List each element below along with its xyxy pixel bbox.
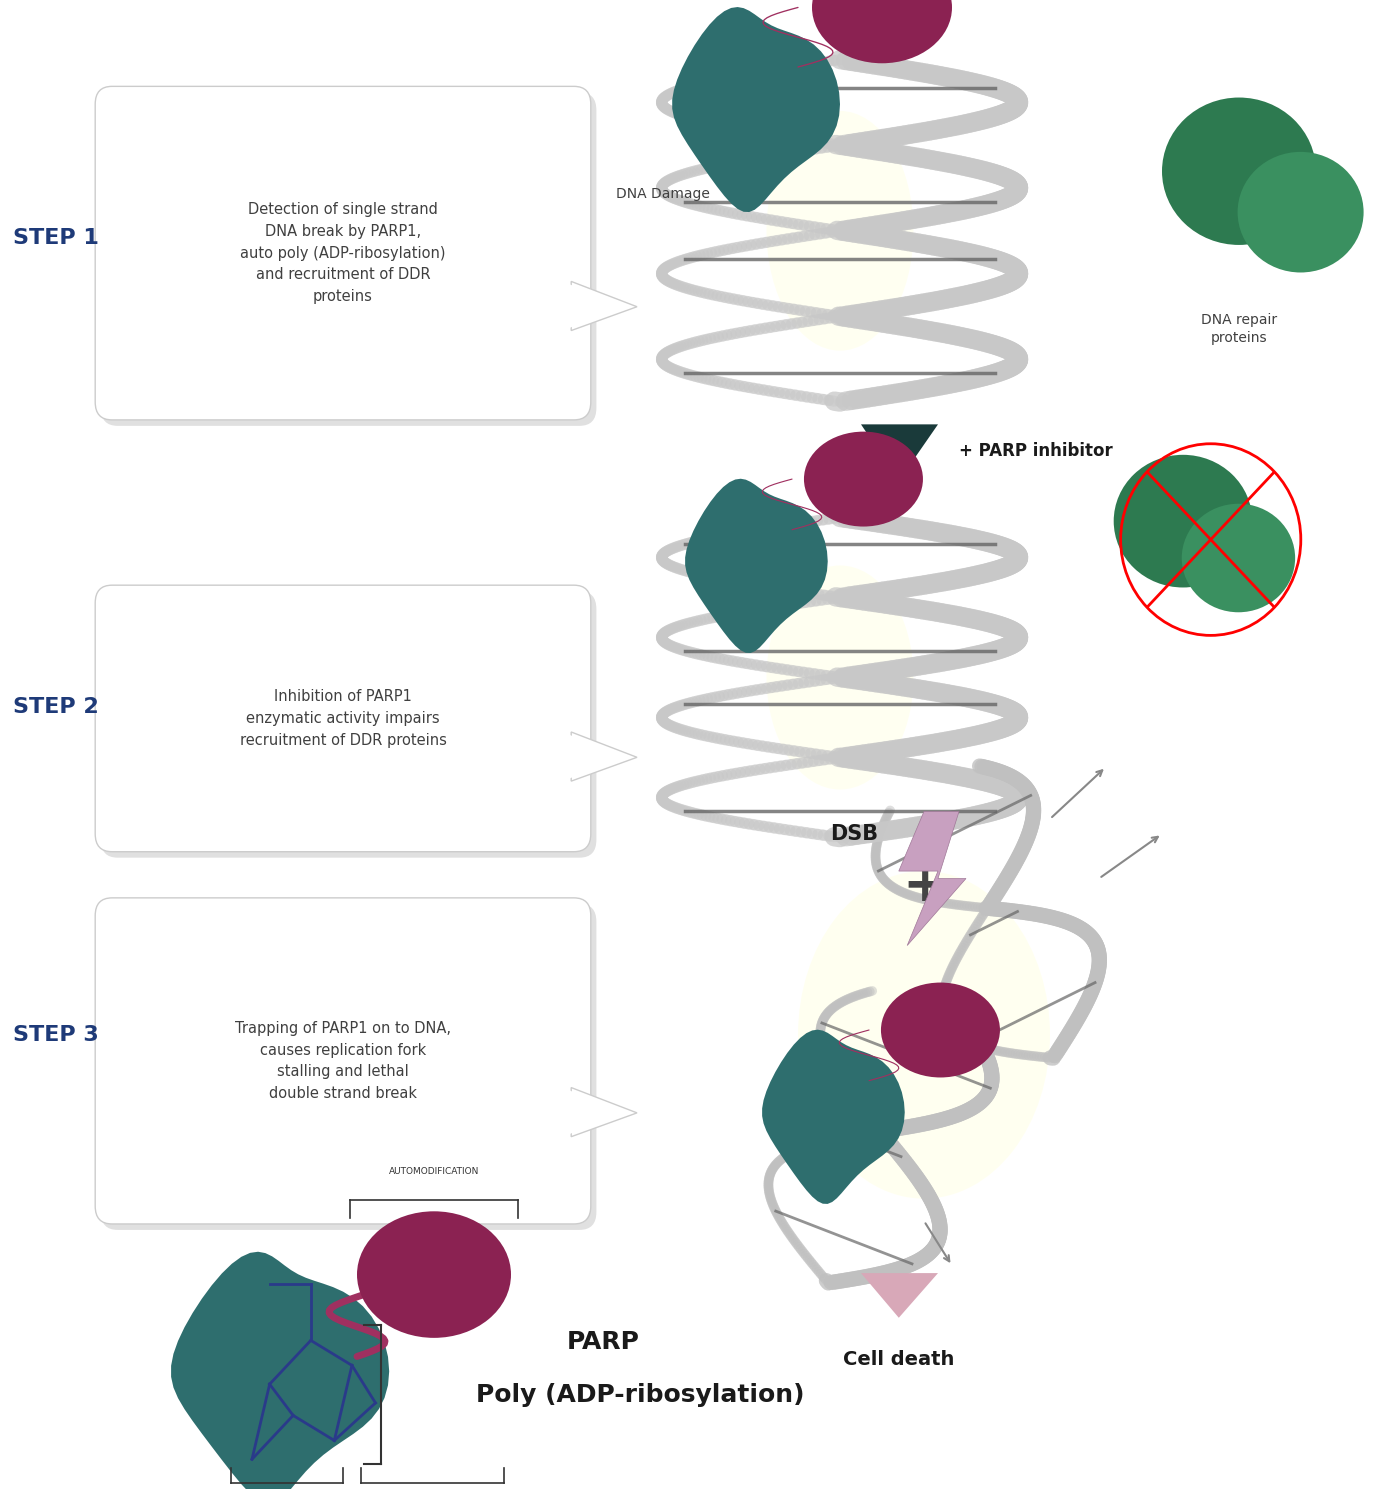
Text: DSB: DSB <box>830 823 878 844</box>
Text: STEP 2: STEP 2 <box>13 697 99 718</box>
Text: Inhibition of PARP1
enzymatic activity impairs
recruitment of DDR proteins: Inhibition of PARP1 enzymatic activity i… <box>239 689 447 747</box>
Ellipse shape <box>812 0 952 63</box>
Text: Trapping of PARP1 on to DNA,
causes replication fork
stalling and lethal
double : Trapping of PARP1 on to DNA, causes repl… <box>235 1021 451 1100</box>
Polygon shape <box>171 1252 389 1489</box>
Ellipse shape <box>767 112 913 350</box>
Polygon shape <box>861 1273 938 1318</box>
Polygon shape <box>762 1030 904 1205</box>
Text: AUTOMODIFICATION: AUTOMODIFICATION <box>389 1167 479 1176</box>
Text: DNA repair
proteins: DNA repair proteins <box>1201 313 1277 345</box>
Text: DNA Damage: DNA Damage <box>616 186 710 201</box>
Ellipse shape <box>1182 503 1295 612</box>
Ellipse shape <box>1238 152 1364 272</box>
Polygon shape <box>672 7 840 211</box>
FancyBboxPatch shape <box>95 86 591 420</box>
Text: +: + <box>902 861 946 911</box>
Text: Cell death: Cell death <box>843 1351 955 1368</box>
FancyBboxPatch shape <box>95 585 591 852</box>
FancyBboxPatch shape <box>101 591 596 858</box>
Text: PARP: PARP <box>567 1330 640 1354</box>
Ellipse shape <box>1162 97 1316 244</box>
Text: STEP 1: STEP 1 <box>13 228 99 249</box>
Text: Poly (ADP-ribosylation): Poly (ADP-ribosylation) <box>476 1383 805 1407</box>
Ellipse shape <box>804 432 923 527</box>
FancyBboxPatch shape <box>101 92 596 426</box>
FancyBboxPatch shape <box>101 904 596 1230</box>
Text: + PARP inhibitor: + PARP inhibitor <box>959 442 1113 460</box>
Ellipse shape <box>881 983 1000 1078</box>
Text: STEP 3: STEP 3 <box>13 1024 99 1045</box>
Ellipse shape <box>357 1212 511 1337</box>
Polygon shape <box>563 1087 623 1136</box>
Polygon shape <box>571 281 637 331</box>
Polygon shape <box>563 281 623 331</box>
FancyBboxPatch shape <box>95 898 591 1224</box>
Ellipse shape <box>767 566 913 789</box>
Polygon shape <box>685 479 827 654</box>
Text: Detection of single strand
DNA break by PARP1,
auto poly (ADP-ribosylation)
and : Detection of single strand DNA break by … <box>241 203 445 304</box>
Ellipse shape <box>1113 454 1252 588</box>
Polygon shape <box>861 424 938 481</box>
Polygon shape <box>571 733 637 782</box>
Polygon shape <box>563 733 623 782</box>
Polygon shape <box>899 812 966 946</box>
Polygon shape <box>571 1087 637 1136</box>
Ellipse shape <box>798 871 1050 1199</box>
